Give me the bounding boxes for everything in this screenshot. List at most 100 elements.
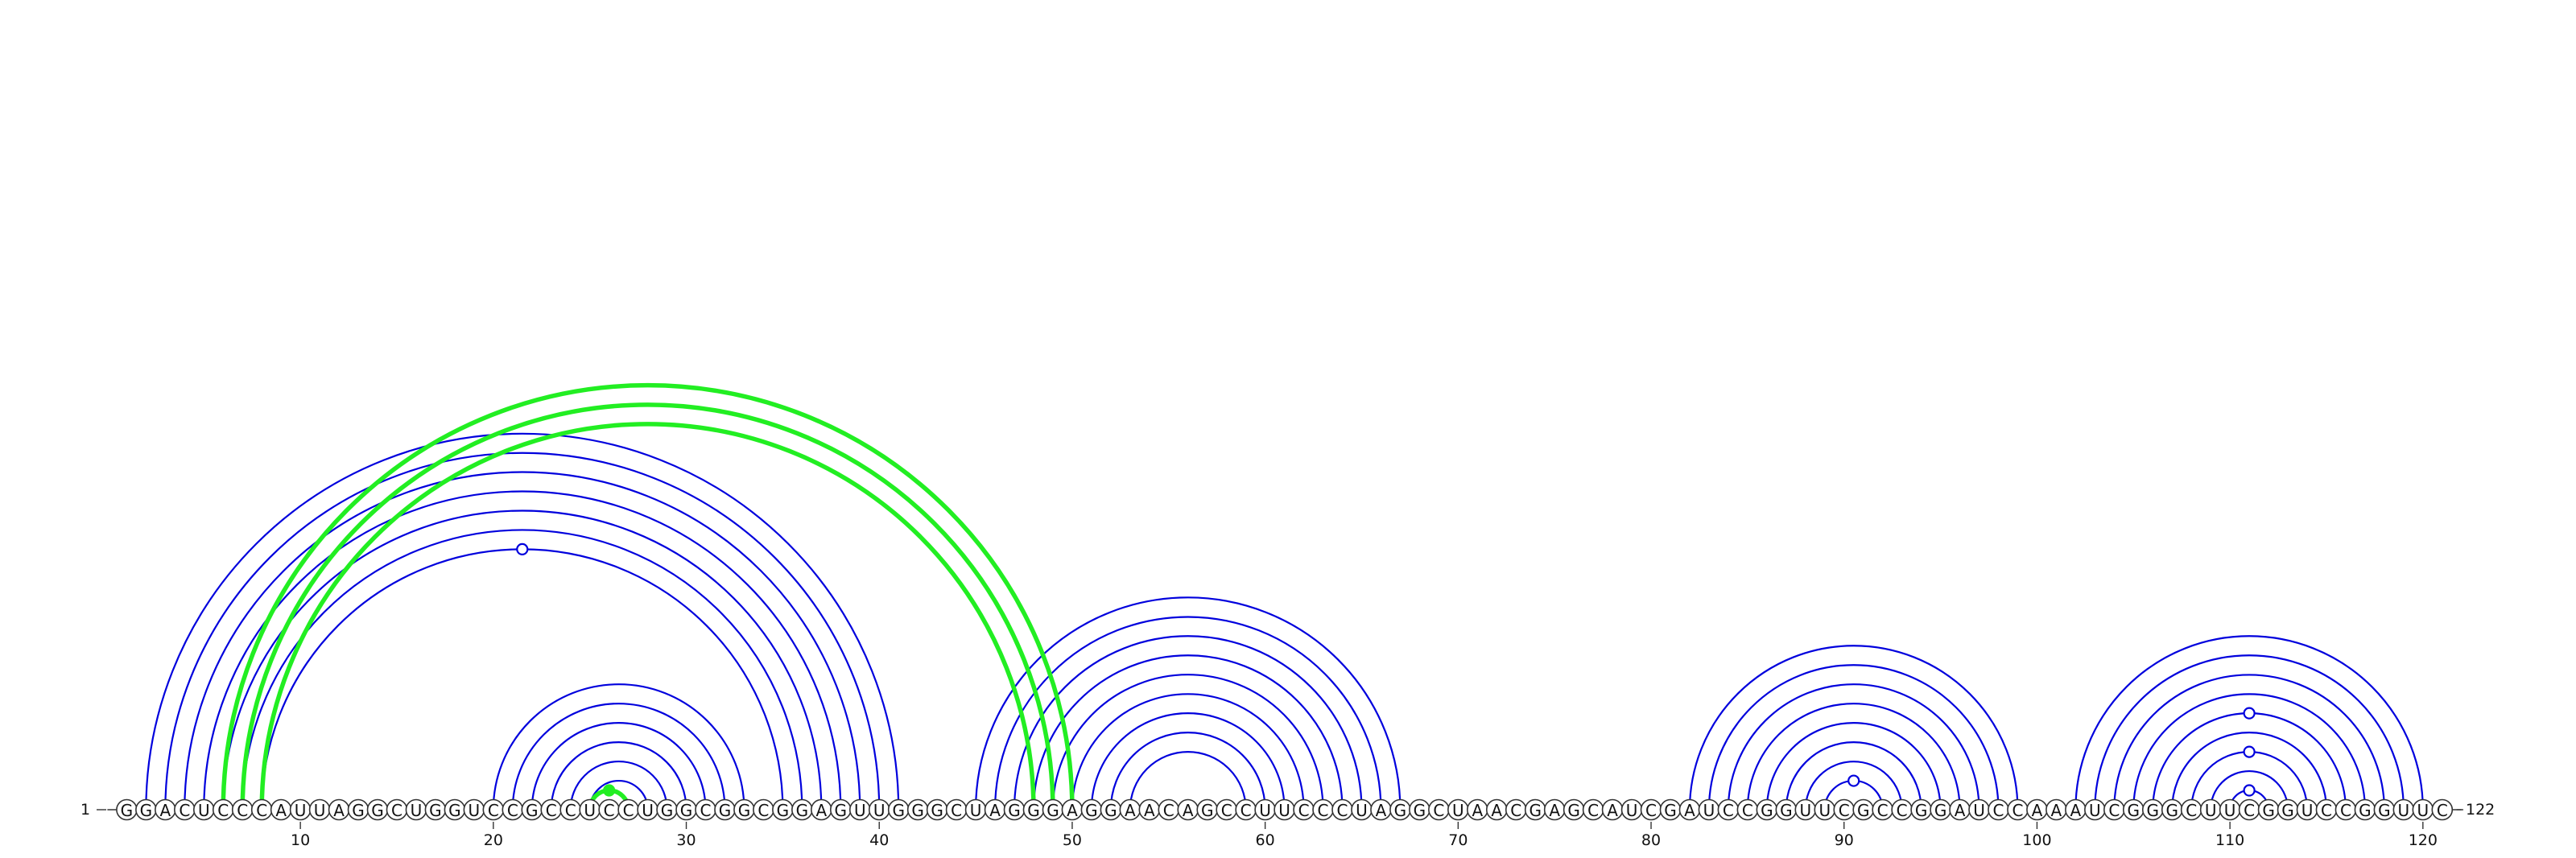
nucleotide-letter: C bbox=[1318, 801, 1329, 820]
nucleotide-letter: C bbox=[1221, 801, 1232, 820]
nucleotide-57: G bbox=[1196, 798, 1219, 821]
position-tick-100: 100 bbox=[2022, 822, 2052, 849]
nucleotide-48: G bbox=[1022, 798, 1045, 821]
nucleotide-letter: A bbox=[1144, 801, 1155, 820]
nucleotide-32: G bbox=[714, 798, 736, 821]
base-pair-arc-85-96 bbox=[1746, 703, 1961, 811]
nucleotide-letter: U bbox=[1818, 801, 1831, 820]
nucleotide-letter: C bbox=[2437, 801, 2448, 820]
nucleotide-letter: G bbox=[1915, 801, 1928, 820]
nucleotide-letter: G bbox=[1567, 801, 1580, 820]
base-pair-arc-105-117 bbox=[2132, 693, 2367, 811]
nucleotide-74: G bbox=[1524, 798, 1546, 821]
position-tick-110: 110 bbox=[2215, 822, 2244, 849]
nucleotide-95: G bbox=[1930, 798, 1951, 821]
nucleotide-letter: G bbox=[2378, 801, 2391, 820]
nucleotide-letter: G bbox=[2147, 801, 2160, 820]
nucleotide-letter: G bbox=[2262, 801, 2275, 820]
nucleotide-117: G bbox=[2354, 798, 2376, 821]
start-position-label: 1 bbox=[80, 801, 90, 819]
nucleotide-letter: C bbox=[1742, 801, 1753, 820]
nucleotide-2: G bbox=[135, 798, 157, 821]
nucleotide-letter: C bbox=[217, 801, 229, 820]
nucleotide-71: A bbox=[1467, 798, 1488, 821]
nucleotide-115: C bbox=[2315, 798, 2338, 821]
nucleotide-87: G bbox=[1775, 798, 1798, 821]
tick-label: 110 bbox=[2215, 831, 2244, 849]
nucleotide-letter: G bbox=[911, 801, 924, 820]
nucleotide-84: C bbox=[1717, 798, 1740, 821]
position-tick-10: 10 bbox=[291, 822, 310, 849]
open-marker-8-35 bbox=[516, 542, 529, 556]
nucleotide-64: C bbox=[1331, 798, 1353, 821]
nucleotide-102: A bbox=[2065, 798, 2087, 821]
nucleotide-27: C bbox=[617, 798, 639, 821]
nucleotide-letter: U bbox=[2417, 801, 2429, 820]
base-pair-arc-107-115 bbox=[2171, 732, 2328, 811]
nucleotide-21: C bbox=[502, 798, 524, 821]
nucleotide-35: G bbox=[772, 798, 794, 821]
base-pair-arc-50-62 bbox=[1071, 693, 1305, 811]
tick-label: 100 bbox=[2022, 831, 2051, 849]
nucleotide-13: G bbox=[347, 798, 369, 821]
nucleotide-letter: C bbox=[1897, 801, 1908, 820]
base-pair-arc-52-60 bbox=[1109, 732, 1266, 811]
base-pair-arc-48-64 bbox=[1032, 654, 1344, 811]
nucleotide-53: A bbox=[1119, 798, 1141, 821]
nucleotide-letter: G bbox=[1934, 801, 1947, 820]
nucleotide-letter: G bbox=[1085, 801, 1098, 820]
nucleotide-letter: C bbox=[1723, 801, 1734, 820]
nucleotide-letter: C bbox=[2340, 801, 2351, 820]
position-tick-30: 30 bbox=[676, 822, 696, 849]
nucleotide-44: C bbox=[945, 798, 968, 821]
base-pair-arc-83-98 bbox=[1707, 664, 2000, 811]
nucleotide-108: C bbox=[2180, 798, 2202, 821]
nucleotide-letter: C bbox=[1993, 801, 2004, 820]
nucleotide-61: U bbox=[1274, 798, 1295, 821]
nucleotide-letter: C bbox=[546, 801, 557, 820]
nucleotide-55: C bbox=[1158, 798, 1180, 821]
nucleotide-letter: C bbox=[1587, 801, 1599, 820]
nucleotide-letter: G bbox=[2165, 801, 2178, 820]
nucleotide-letter: U bbox=[2301, 801, 2314, 820]
nucleotide-14: G bbox=[366, 798, 389, 821]
nucleotide-68: G bbox=[1409, 798, 1430, 821]
nucleotide-letter: C bbox=[1241, 801, 1252, 820]
base-pair-arc-22-31 bbox=[530, 722, 707, 811]
end-position-label: 122 bbox=[2466, 801, 2495, 819]
nucleotide-letter: U bbox=[854, 801, 866, 820]
nucleotide-93: C bbox=[1891, 798, 1913, 821]
nucleotide-97: U bbox=[1968, 798, 1990, 821]
nucleotide-11: U bbox=[308, 798, 331, 821]
nucleotide-77: C bbox=[1582, 798, 1604, 821]
nucleotide-letter: U bbox=[1799, 801, 1811, 820]
nucleotide-letter: G bbox=[738, 801, 751, 820]
position-tick-80: 80 bbox=[1641, 822, 1661, 849]
nucleotide-letter: G bbox=[140, 801, 153, 820]
nucleotide-52: G bbox=[1100, 798, 1122, 821]
base-pair-arc-109-113 bbox=[2210, 770, 2289, 811]
nucleotide-letter: G bbox=[2128, 801, 2140, 820]
nucleotide-letter: A bbox=[1183, 801, 1194, 820]
nucleotide-letter: G bbox=[796, 801, 809, 820]
pseudoknot-arc-6-50 bbox=[221, 382, 1075, 811]
nucleotide-18: G bbox=[444, 798, 466, 821]
nucleotide-letter: G bbox=[121, 801, 134, 820]
nucleotide-101: A bbox=[2046, 798, 2067, 821]
nucleotide-letter: C bbox=[1645, 801, 1657, 820]
nucleotide-96: A bbox=[1949, 798, 1971, 821]
nucleotide-33: G bbox=[733, 798, 755, 821]
nucleotide-42: G bbox=[906, 798, 929, 821]
nucleotide-110: U bbox=[2219, 798, 2241, 821]
nucleotide-90: C bbox=[1833, 798, 1856, 821]
base-pair-arc-5-38 bbox=[203, 490, 842, 811]
base-pair-arc-20-33 bbox=[492, 683, 745, 811]
nucleotide-letter: U bbox=[198, 801, 210, 820]
base-pair-arc-82-99 bbox=[1688, 645, 2019, 811]
tick-label: 30 bbox=[676, 831, 696, 849]
nucleotide-19: U bbox=[463, 798, 485, 821]
nucleotide-39: U bbox=[848, 798, 871, 821]
nucleotide-letter: C bbox=[1433, 801, 1444, 820]
